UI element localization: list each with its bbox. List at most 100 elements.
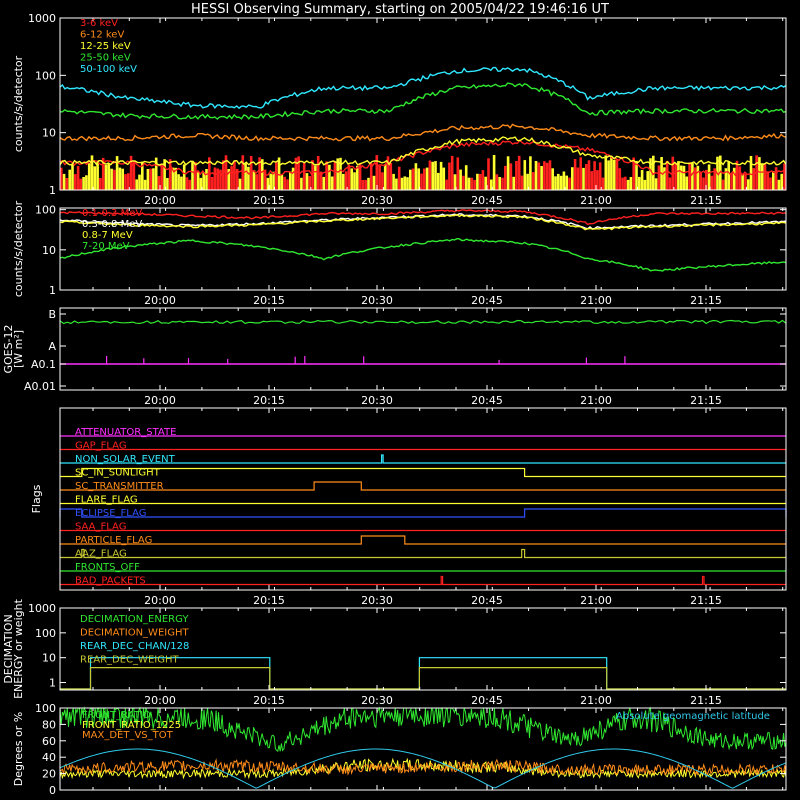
panel-2-frame — [59, 207, 787, 291]
count-rate-bar-12-25 keV — [115, 156, 119, 190]
count-rate-bar-12-25 keV — [576, 167, 580, 190]
x-tick-label: 20:45 — [471, 194, 503, 207]
count-rate-bar-3-6 keV — [65, 178, 69, 190]
x-tick-label: 20:30 — [361, 594, 393, 607]
x-tick-label: 20:15 — [253, 694, 285, 707]
count-rate-bar-12-25 keV — [654, 178, 658, 190]
count-rate-bar-3-6 keV — [222, 160, 225, 190]
count-rate-bar-12-25 keV — [492, 155, 496, 190]
count-rate-bar-3-6 keV — [512, 176, 515, 190]
series-line-25-50 keV — [60, 82, 787, 120]
count-rate-bar-12-25 keV — [749, 156, 753, 190]
count-rate-bar-12-25 keV — [677, 161, 680, 190]
count-rate-bar-12-25 keV — [255, 174, 259, 190]
x-tick-label: 20:00 — [144, 294, 176, 307]
count-rate-bar-12-25 keV — [163, 159, 166, 190]
count-rate-bar-3-6 keV — [330, 176, 334, 190]
x-tick-label: 20:30 — [361, 394, 393, 407]
count-rate-bar-12-25 keV — [76, 166, 80, 190]
count-rate-bar-3-6 keV — [79, 178, 83, 190]
count-rate-bar-3-6 keV — [495, 174, 499, 190]
series-line-0.3-0.8 MeV — [59, 213, 787, 230]
count-rate-bar-12-25 keV — [336, 158, 339, 190]
legend-entry: DECIMATION_WEIGHT — [80, 628, 189, 639]
count-rate-bar-3-6 keV — [504, 165, 507, 190]
count-rate-bar-12-25 keV — [121, 168, 124, 190]
y-tick-label: 10 — [42, 127, 56, 140]
count-rate-bar-3-6 keV — [202, 172, 205, 190]
count-rate-bar-3-6 keV — [138, 174, 141, 190]
count-rate-bar-3-6 keV — [702, 177, 705, 190]
flag-label: SC_IN_SUNLIGHT — [75, 468, 161, 479]
panel-6-frame — [59, 707, 787, 791]
count-rate-bar-12-25 keV — [90, 155, 94, 190]
y-tick-label: 1 — [49, 677, 56, 690]
count-rate-bar-12-25 keV — [294, 157, 298, 190]
count-rate-bar-3-6 keV — [227, 169, 231, 190]
count-rate-bar-12-25 keV — [582, 167, 585, 190]
count-rate-bar-3-6 keV — [663, 167, 666, 190]
count-rate-bar-12-25 keV — [389, 163, 393, 190]
panel-4-frame — [59, 407, 787, 591]
flag-line-AAZ_FLAG — [60, 548, 786, 559]
count-rate-bar-3-6 keV — [537, 162, 541, 190]
count-rate-bar-12-25 keV — [180, 176, 183, 190]
count-rate-bar-3-6 keV — [129, 155, 133, 190]
count-rate-bar-3-6 keV — [615, 158, 619, 190]
count-rate-bar-3-6 keV — [626, 179, 630, 190]
y-tick-label: 100 — [35, 204, 56, 217]
count-rate-bar-12-25 keV — [381, 172, 384, 190]
count-rate-bar-3-6 keV — [132, 161, 136, 190]
count-rate-bar-12-25 keV — [783, 163, 786, 190]
count-rate-bar-12-25 keV — [598, 162, 602, 190]
count-rate-bar-12-25 keV — [420, 173, 423, 190]
flag-line-SC_IN_SUNLIGHT — [60, 467, 786, 478]
legend-entry: 50-100 keV — [80, 64, 137, 75]
count-rate-bar-12-25 keV — [487, 158, 490, 190]
x-tick-label: 20:15 — [253, 194, 285, 207]
count-rate-bar-12-25 keV — [347, 164, 351, 190]
count-rate-bar-12-25 keV — [258, 157, 261, 190]
x-tick-label: 20:45 — [471, 394, 503, 407]
x-tick-label: 20:15 — [253, 294, 285, 307]
count-rate-bar-12-25 keV — [188, 179, 191, 190]
x-tick-label: 20:15 — [253, 594, 285, 607]
y-axis-title: counts/s/detector — [12, 55, 25, 152]
count-rate-bar-3-6 keV — [191, 161, 194, 190]
count-rate-bar-12-25 keV — [445, 179, 448, 190]
count-rate-bar-12-25 keV — [339, 157, 342, 190]
count-rate-bar-12-25 keV — [60, 167, 63, 190]
y-tick-label: 10 — [42, 652, 56, 665]
series-line-50-100 keV — [59, 66, 787, 110]
count-rate-bar-12-25 keV — [638, 176, 641, 190]
count-rate-bar-3-6 keV — [777, 179, 781, 190]
count-rate-bar-3-6 keV — [515, 161, 518, 190]
count-rate-bar-3-6 keV — [375, 155, 379, 190]
count-rate-bar-3-6 keV — [640, 170, 644, 190]
count-rate-bar-3-6 keV — [730, 172, 733, 190]
y-tick-label: 100 — [35, 69, 56, 82]
count-rate-bar-3-6 keV — [177, 174, 180, 190]
legend-entry: 0.8-7 MeV — [82, 230, 133, 241]
legend-entry: 6-12 keV — [80, 30, 124, 41]
count-rate-bar-12-25 keV — [386, 156, 390, 190]
count-rate-bar-12-25 keV — [520, 175, 524, 190]
count-rate-bar-3-6 keV — [531, 172, 535, 190]
y-axis-title: ENERGY or weight — [12, 598, 25, 698]
count-rate-bar-3-6 keV — [213, 167, 217, 190]
flag-label: ATTENUATOR_STATE — [75, 427, 176, 438]
count-rate-bar-3-6 keV — [596, 170, 599, 190]
y-axis-title: GOES-12 — [2, 324, 15, 373]
x-tick-label: 20:45 — [471, 594, 503, 607]
count-rate-bar-12-25 keV — [610, 157, 613, 190]
count-rate-bar-12-25 keV — [727, 161, 730, 190]
legend-entry: DECIMATION_ENERGY — [80, 614, 189, 625]
y-axis-title: counts/s/detector — [12, 200, 25, 297]
count-rate-bar-12-25 keV — [286, 179, 289, 190]
count-rate-bar-3-6 keV — [409, 169, 412, 190]
panel-3-frame — [59, 307, 787, 391]
x-tick-label: 20:30 — [361, 694, 393, 707]
flag-line-PARTICLE_FLAG — [60, 535, 786, 545]
count-rate-bar-12-25 keV — [160, 163, 164, 190]
count-rate-bar-12-25 keV — [99, 178, 102, 190]
